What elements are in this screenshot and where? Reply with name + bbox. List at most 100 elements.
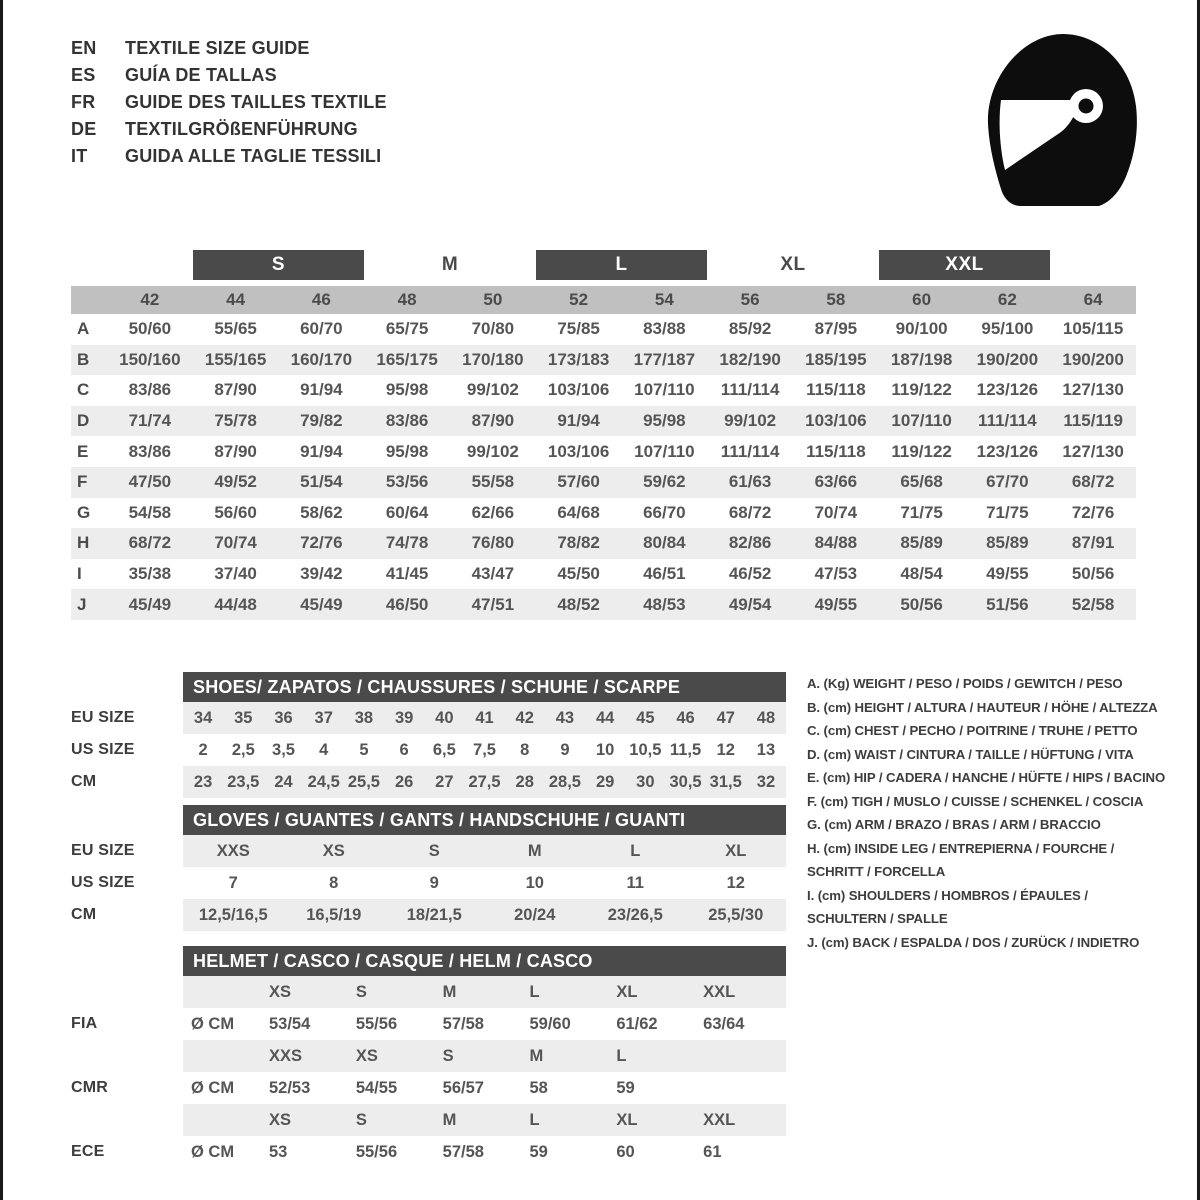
numeric-size-header: 44 (226, 290, 246, 309)
measurement-cell: 83/86 (128, 380, 172, 400)
shoes-cell: 2 (198, 740, 208, 759)
measurement-cell: 45/50 (557, 564, 600, 584)
measurement-cell: 190/200 (976, 349, 1039, 369)
measurement-cell: 119/122 (891, 441, 952, 461)
helmet-size-label: XL (616, 982, 638, 1001)
measurement-cell: 49/54 (728, 594, 772, 614)
measurement-cell: 91/94 (557, 411, 600, 431)
measurement-cell: 87/90 (214, 380, 257, 400)
measurement-row-f: F 47/50 49/52 51/54 53/56 55/58 57/60 59/62 61/6… (71, 466, 1136, 498)
gloves-cell: 18/21,5 (406, 905, 462, 924)
measurement-cell: 70/80 (471, 319, 515, 339)
size-label-l: L (535, 250, 708, 280)
numeric-size-header: 64 (1083, 290, 1103, 309)
legend-line: SCHRITT / FORCELLA (807, 864, 946, 879)
measurement-cell: 50/60 (128, 319, 172, 339)
shoes-cell: 23 (193, 772, 213, 791)
helmet-value-cells: Ø CM 52/53 54/55 56/57 58 59 (183, 1072, 786, 1104)
shoes-cell: 9 (560, 740, 570, 759)
measurement-cell: 155/165 (204, 349, 267, 369)
measurement-cell: 44/48 (214, 594, 257, 614)
legend-line: G. (cm) ARM / BRAZO / BRAS / ARM / BRACC… (807, 817, 1101, 832)
helmet-unit-label: Ø CM (191, 1014, 235, 1033)
measurement-row-b: B 150/160 155/165 160/170 165/175 170/180 173/… (71, 344, 1136, 376)
gloves-section-header: GLOVES / GUANTES / GANTS / HANDSCHUHE / … (71, 805, 786, 835)
legend-line: A. (Kg) WEIGHT / PESO / POIDS / GEWITCH … (807, 676, 1123, 691)
gloves-cell: XXS (216, 841, 250, 860)
title-row-fr: FR GUIDE DES TAILLES TEXTILE (71, 92, 591, 119)
measurement-cell: 82/86 (728, 533, 772, 553)
gloves-cell: M (527, 841, 542, 860)
gloves-row-us-size: US SIZE 7 8 9 10 11 12 (71, 867, 786, 899)
helmet-standard-label: CMR (71, 1079, 109, 1096)
textile-size-table: S M L XL XXL 42 44 46 48 50 52 54 56 58 60 62 64 A 50/60… (71, 250, 1136, 620)
measurement-cell: 63/66 (814, 472, 858, 492)
helmet-value-cells: Ø CM 53 55/56 57/58 59 60 61 (183, 1136, 786, 1168)
measurement-cell: 72/76 (1071, 502, 1115, 522)
title-language-code: DE (71, 119, 97, 139)
measurement-cell: 85/92 (728, 319, 772, 339)
measurement-row-d: D 71/74 75/78 79/82 83/86 87/90 91/94 95/98 99/1… (71, 405, 1136, 437)
measurement-cell: 76/80 (471, 533, 515, 553)
shoes-cell: 29 (595, 772, 615, 791)
numeric-size-header: 62 (997, 290, 1017, 309)
helmet-diameter-cell: 63/64 (703, 1014, 745, 1033)
measurement-cell: 99/102 (466, 380, 519, 400)
shoes-cell: 7,5 (473, 740, 496, 759)
shoes-cell: 27,5 (468, 772, 501, 791)
measurement-cell: 49/55 (814, 594, 858, 614)
measurement-cell: 37/40 (214, 564, 257, 584)
measurement-row-label: G (77, 502, 91, 522)
measurement-row-label: I (77, 564, 82, 584)
shoes-cell: 36 (274, 708, 293, 727)
gloves-row-label: CM (71, 906, 97, 923)
shoes-row-label: CM (71, 773, 97, 790)
measurement-cell: 48/54 (900, 564, 943, 584)
measurement-row-a: A 50/60 55/65 60/70 65/75 70/80 75/85 83/88 85/9… (71, 314, 1136, 345)
numeric-header-corner (71, 286, 107, 314)
title-row-es: ES GUÍA DE TALLAS (71, 65, 591, 92)
measurement-cell: 48/53 (643, 594, 686, 614)
measurement-cell: 119/122 (891, 380, 952, 400)
shoes-cell: 2,5 (231, 740, 255, 759)
helmet-section-title: HELMET / CASCO / CASQUE / HELM / CASCO (183, 946, 786, 976)
measurement-cell: 49/52 (214, 472, 257, 492)
measurement-cell: 71/75 (900, 502, 943, 522)
measurement-cell: 80/84 (643, 533, 686, 553)
measurement-cell: 84/88 (814, 533, 858, 553)
helmet-size-label: XXL (703, 982, 736, 1001)
measurement-row-label: J (77, 594, 87, 614)
shoes-size-table: SHOES/ ZAPATOS / CHAUSSURES / SCHUHE / S… (71, 672, 786, 798)
gloves-size-table: GLOVES / GUANTES / GANTS / HANDSCHUHE / … (71, 805, 786, 931)
measurement-cell: 64/68 (557, 502, 600, 522)
shoes-row-cm: CM 23 23,5 24 24,5 25,5 26 27 27,5 28 28,5 29 30 30,5… (71, 766, 786, 798)
measurement-cell: 103/106 (805, 411, 867, 431)
helmet-size-label: XXS (269, 1046, 303, 1065)
shoes-cell: 4 (319, 740, 329, 759)
measurement-cell: 60/70 (300, 319, 343, 339)
numeric-size-header: 50 (483, 290, 503, 309)
measurement-cell: 39/42 (300, 564, 343, 584)
size-label-row: S M L XL XXL (71, 250, 1136, 286)
measurement-cell: 91/94 (300, 441, 343, 461)
measurement-cell: 66/70 (643, 502, 686, 522)
measurement-cell: 46/52 (728, 564, 772, 584)
gloves-cell: 23/26,5 (607, 905, 663, 924)
measurement-cell: 103/106 (547, 441, 610, 461)
legend-line: E. (cm) HIP / CADERA / HANCHE / HÜFTE / … (807, 770, 1166, 785)
shoes-cell: 8 (520, 740, 530, 759)
helmet-diameter-cell: 58 (529, 1078, 548, 1097)
measurement-cell: 50/56 (1071, 564, 1115, 584)
measurement-cell: 68/72 (728, 502, 772, 522)
measurement-cell: 75/78 (214, 411, 257, 431)
helmet-diameter-cell: 55/56 (355, 1014, 398, 1033)
shoes-cell: 48 (756, 708, 776, 727)
measurement-cell: 61/63 (728, 472, 772, 492)
measurement-row-c: C 83/86 87/90 91/94 95/98 99/102 103/106 107/11… (71, 375, 1136, 406)
legend-line: C. (cm) CHEST / PECHO / POITRINE / TRUHE… (807, 723, 1138, 738)
shoes-section-header: SHOES/ ZAPATOS / CHAUSSURES / SCHUHE / S… (71, 672, 786, 702)
measurement-cell: 107/110 (634, 441, 695, 461)
helmet-size-label: XS (269, 982, 292, 1001)
measurement-cell: 95/98 (643, 411, 686, 431)
shoes-row-cells: 23 23,5 24 24,5 25,5 26 27 27,5 28 28,5 29 30 30,5 31… (183, 766, 786, 798)
